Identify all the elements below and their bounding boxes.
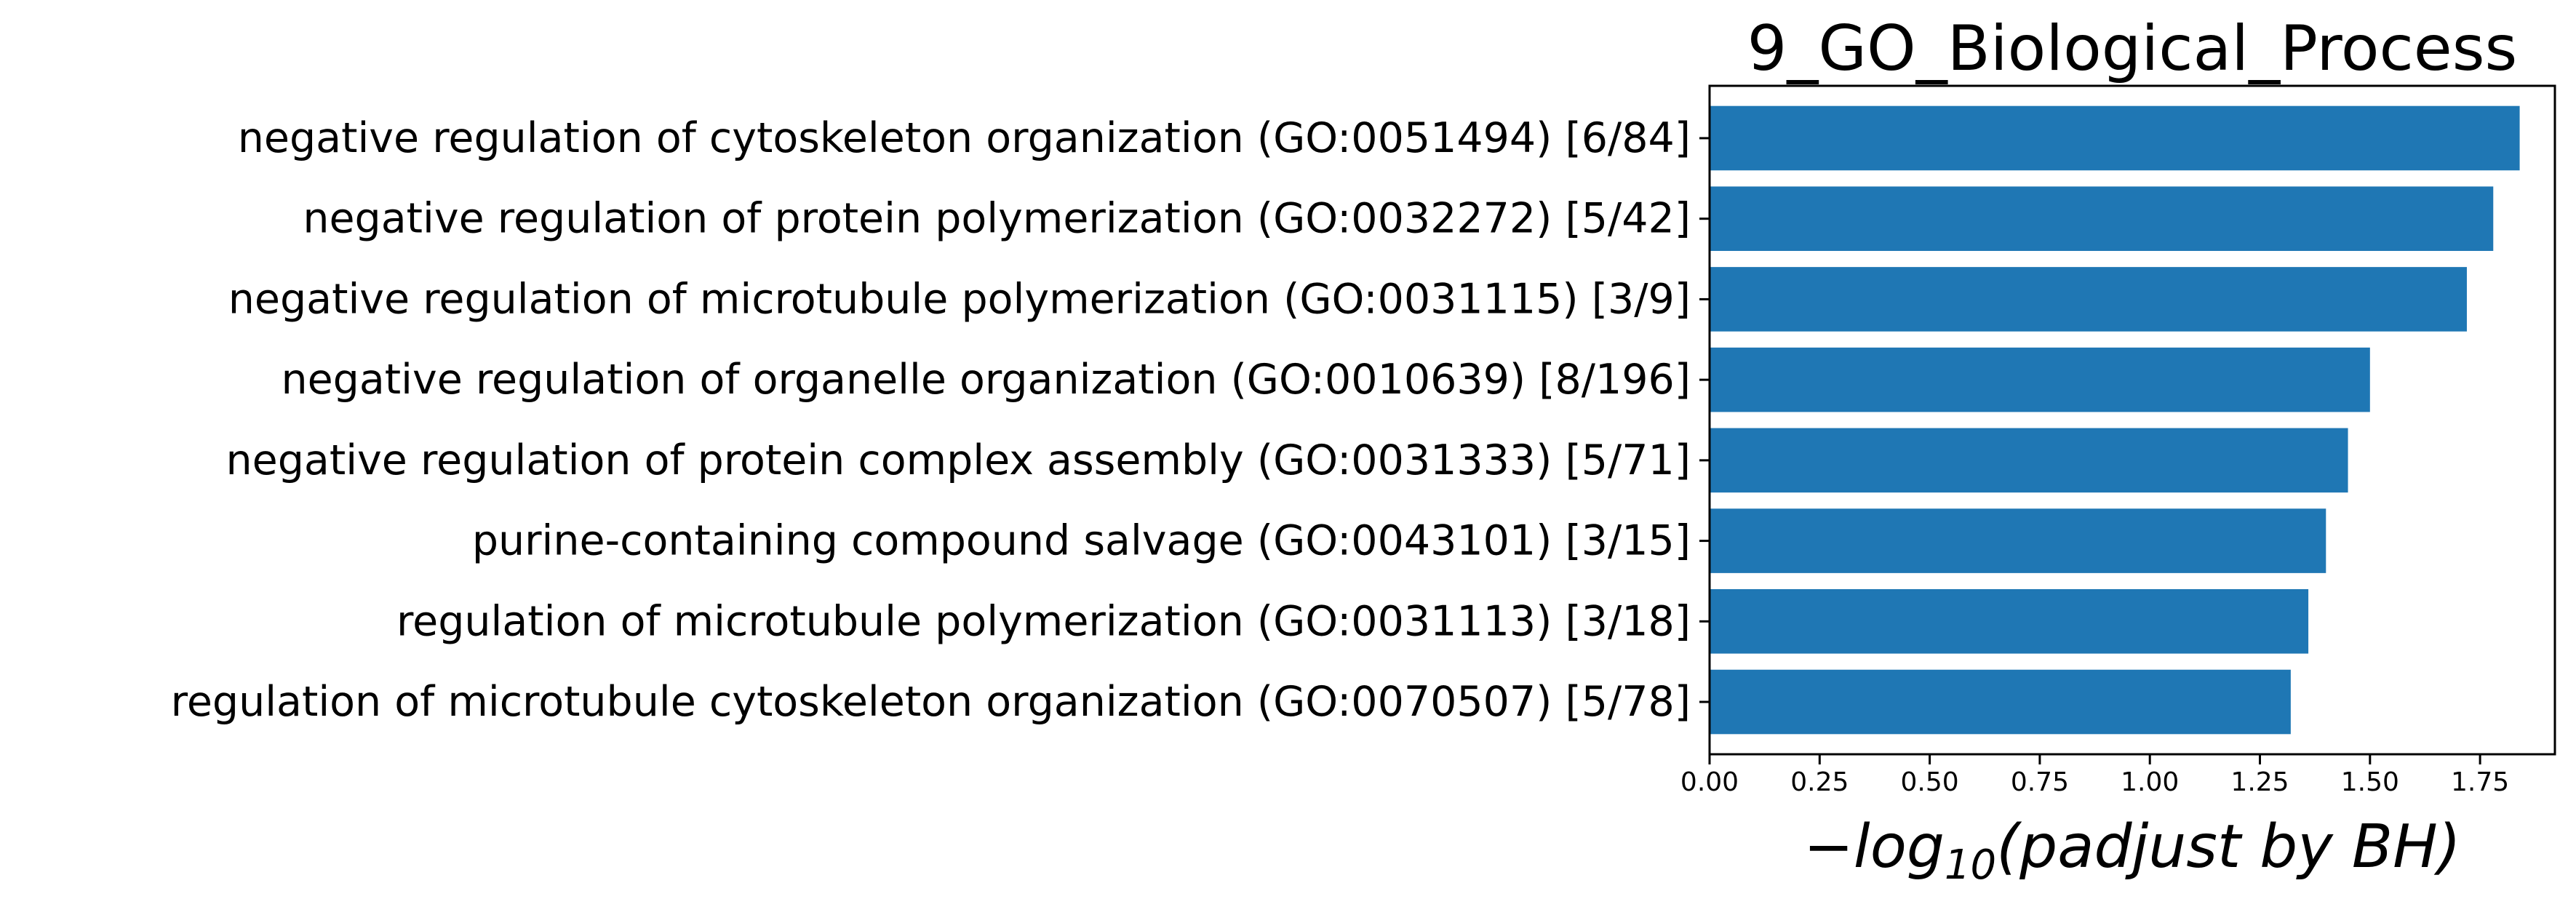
x-axis-ticks: 0.00 0.25 0.50 0.75 1.00 1.25 1.50 1.75 (1680, 754, 2509, 797)
bar-5 (1710, 428, 2348, 493)
category-label: purine-containing compound salvage (GO:0… (472, 517, 1691, 565)
x-tick-label: 1.00 (2121, 767, 2179, 797)
x-tick-label: 1.50 (2341, 767, 2399, 797)
bar-6 (1710, 508, 2326, 573)
x-axis-label-subscript: 10 (1945, 842, 1996, 889)
category-label: negative regulation of organelle organiz… (281, 356, 1691, 404)
bar-7 (1710, 589, 2309, 654)
bars-layer (1710, 105, 2520, 735)
bar-4 (1710, 347, 2370, 412)
x-tick-label: 1.75 (2451, 767, 2509, 797)
x-tick-label: 0.25 (1790, 767, 1849, 797)
bar-8 (1710, 669, 2291, 735)
category-label: negative regulation of protein polymeriz… (303, 195, 1691, 243)
category-label: regulation of microtubule cytoskeleton o… (171, 678, 1691, 726)
category-label: negative regulation of cytoskeleton orga… (238, 114, 1691, 162)
x-axis-label: −log10(padjust by BH) (1803, 812, 2461, 889)
category-label: regulation of microtubule polymerization… (396, 597, 1691, 645)
category-labels: negative regulation of cytoskeleton orga… (171, 114, 1710, 726)
plot-frame (1708, 84, 2556, 756)
x-tick-label: 0.50 (1901, 767, 1959, 797)
category-label: negative regulation of protein complex a… (226, 436, 1691, 484)
x-tick-label: 1.25 (2230, 767, 2289, 797)
x-tick-label: 0.75 (2011, 767, 2069, 797)
x-axis-label-suffix: (padjust by BH) (1996, 812, 2461, 882)
bar-1 (1710, 105, 2520, 171)
bar-3 (1710, 267, 2467, 332)
x-tick-label: 0.00 (1680, 767, 1739, 797)
category-label: negative regulation of microtubule polym… (228, 275, 1691, 323)
x-axis-label-prefix: −log (1803, 812, 1945, 882)
chart-title: 9_GO_Biological_Process (1747, 12, 2518, 85)
bar-2 (1710, 186, 2494, 251)
